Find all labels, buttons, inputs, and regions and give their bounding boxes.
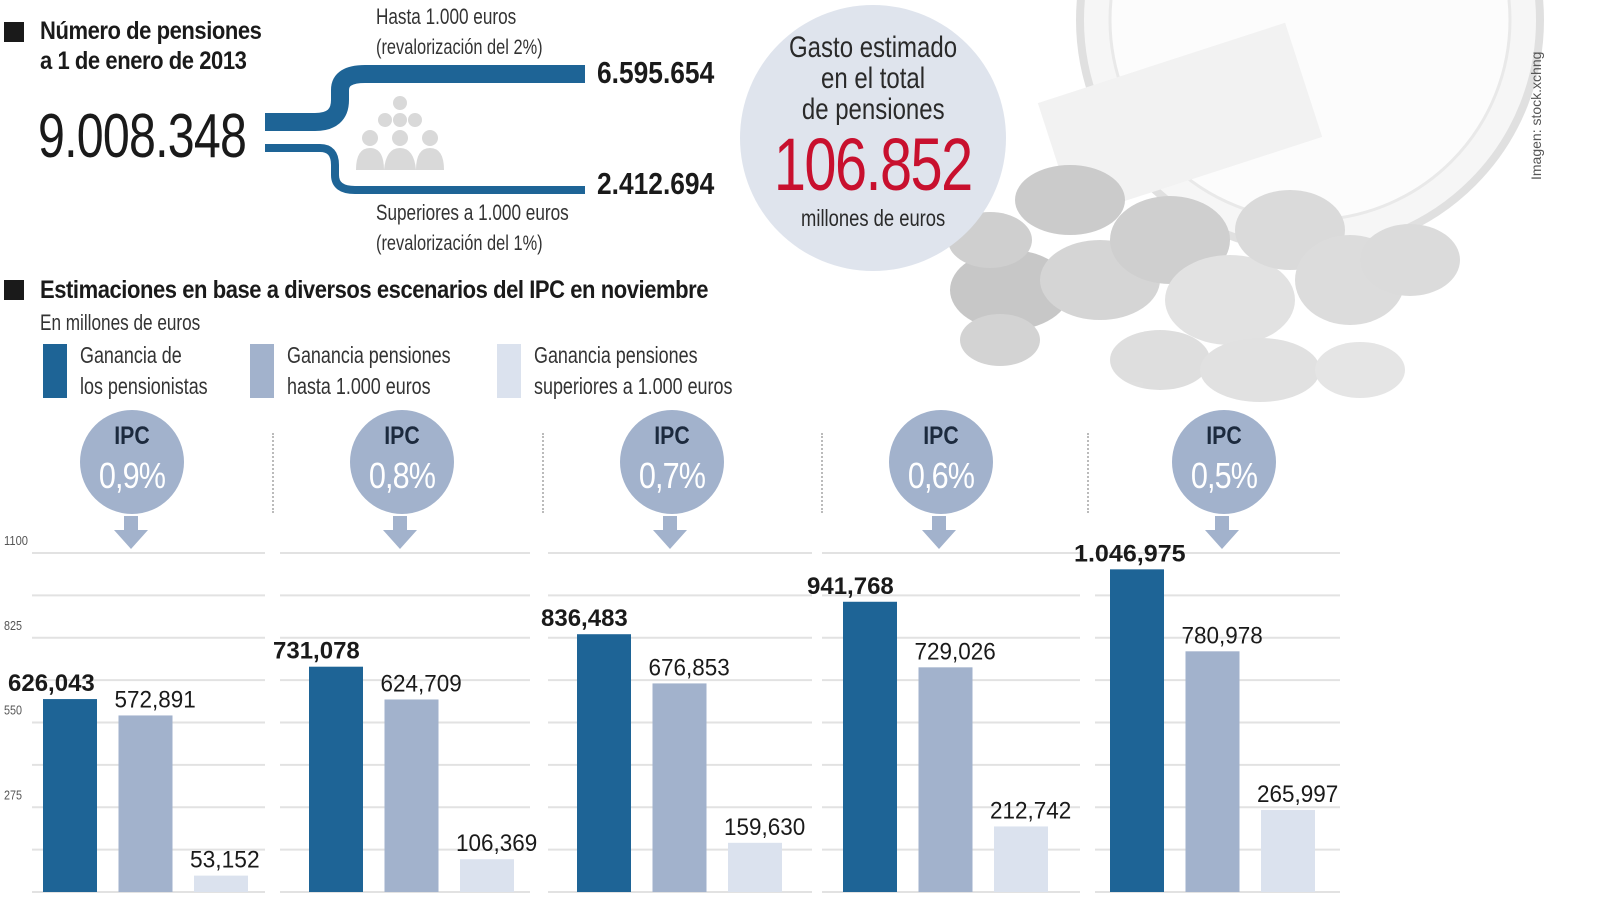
ipc-label: IPC	[923, 422, 959, 450]
bar-0-3	[843, 601, 897, 892]
y-tick-label: 550	[4, 703, 22, 718]
data-label-1-4: 780,978	[1182, 622, 1263, 649]
legend-label-3a: Ganancia pensiones	[534, 342, 698, 368]
spending-label-3: de pensiones	[801, 93, 945, 126]
data-label-2-0: 53,152	[190, 847, 260, 874]
spending-label-1: Gasto estimado	[788, 31, 958, 64]
bar-2-1	[460, 859, 514, 892]
legend-label-2a: Ganancia pensiones	[287, 342, 451, 368]
group-divider	[821, 433, 823, 513]
data-label-1-3: 729,026	[915, 638, 996, 665]
lower-branch-ribbon	[265, 144, 585, 194]
section-bullet	[4, 22, 24, 42]
bar-0-2	[577, 634, 631, 892]
group-divider	[542, 433, 544, 513]
bar-1-4	[1185, 651, 1240, 892]
pensions-title-line1: Número de pensiones	[40, 17, 262, 45]
ipc-badge-3: IPC 0,7%	[620, 410, 724, 514]
ipc-value: 0,8%	[368, 455, 436, 496]
legend-label-1a: Ganancia de	[80, 342, 182, 368]
chart-title: Estimaciones en base a diversos escenari…	[40, 276, 709, 304]
legend-swatch-mid	[250, 344, 274, 398]
arrow-down-icon	[383, 516, 417, 549]
ipc-value: 0,7%	[638, 455, 706, 496]
ipc-label: IPC	[1206, 422, 1242, 450]
upper-branch-ribbon	[265, 65, 585, 131]
spending-circle: Gasto estimado en el total de pensiones …	[740, 5, 1006, 271]
data-label-0-1: 731,078	[273, 638, 360, 665]
upper-branch-label-1: Hasta 1.000 euros	[376, 4, 517, 29]
data-label-1-0: 572,891	[115, 686, 196, 713]
ipc-label: IPC	[654, 422, 690, 450]
y-tick-label: 825	[4, 618, 22, 633]
data-label-0-0: 626,043	[8, 670, 95, 697]
people-group-icon	[356, 96, 444, 170]
data-label-1-2: 676,853	[649, 654, 730, 681]
ipc-badge-5: IPC 0,5%	[1172, 410, 1276, 514]
data-label-2-3: 212,742	[990, 797, 1071, 824]
bar-2-2	[728, 842, 782, 892]
group-divider	[1087, 433, 1089, 513]
lower-branch-label-2: (revalorización del 1%)	[376, 232, 543, 255]
spending-unit: millones de euros	[800, 205, 946, 231]
bar-1-1	[384, 699, 439, 892]
data-label-0-3: 941,768	[807, 573, 894, 600]
data-label-2-4: 265,997	[1257, 781, 1338, 808]
section-bullet	[4, 280, 24, 300]
ipc-badge-1: IPC 0,9%	[80, 410, 184, 514]
ipc-badge-4: IPC 0,6%	[889, 410, 993, 514]
coins-clock-photo	[948, 0, 1544, 402]
data-label-2-1: 106,369	[456, 830, 537, 857]
arrow-down-icon	[653, 516, 687, 549]
bar-0-4	[1110, 569, 1164, 892]
ipc-value: 0,9%	[98, 455, 166, 496]
lower-branch-label-1: Superiores a 1.000 euros	[376, 200, 569, 225]
spending-value: 106.852	[774, 123, 973, 206]
ipc-value: 0,5%	[1190, 455, 1258, 496]
bar-0-0	[43, 699, 97, 892]
group-divider	[272, 433, 274, 513]
bar-1-0	[118, 715, 173, 892]
upper-branch-value: 6.595.654	[597, 55, 715, 90]
lower-branch-value: 2.412.694	[597, 166, 715, 201]
ipc-label: IPC	[384, 422, 420, 450]
legend-swatch-light	[497, 344, 521, 398]
ipc-label: IPC	[114, 422, 150, 450]
bar-0-1	[309, 666, 363, 892]
legend-label-2b: hasta 1.000 euros	[287, 373, 431, 399]
pensions-total: 9.008.348	[38, 102, 247, 171]
data-label-1-1: 624,709	[381, 670, 462, 697]
arrow-down-icon	[922, 516, 956, 549]
legend-swatch-dark	[43, 344, 67, 398]
bar-2-4	[1261, 810, 1315, 892]
data-label-2-2: 159,630	[724, 814, 805, 841]
arrow-down-icon	[1205, 516, 1239, 549]
pensions-split-flow	[265, 65, 585, 194]
ipc-badge-2: IPC 0,8%	[350, 410, 454, 514]
legend-label-3b: superiores a 1.000 euros	[534, 373, 733, 399]
bar-1-3	[918, 667, 973, 892]
arrow-down-icon	[114, 516, 148, 549]
data-label-0-4: 1.046,975	[1074, 540, 1186, 567]
upper-branch-label-2: (revalorización del 2%)	[376, 36, 543, 59]
spending-label-2: en el total	[820, 62, 926, 95]
bar-2-3	[994, 826, 1048, 892]
bar-1-2	[652, 683, 707, 892]
y-tick-label: 275	[4, 787, 22, 802]
bar-2-0	[194, 875, 248, 892]
y-tick-label: 1100	[4, 533, 28, 548]
chart-subtitle: En millones de euros	[40, 310, 201, 335]
legend-label-1b: los pensionistas	[80, 373, 208, 399]
pensions-title-line2: a 1 de enero de 2013	[40, 47, 247, 75]
ipc-value: 0,6%	[907, 455, 975, 496]
data-label-0-2: 836,483	[541, 605, 628, 632]
